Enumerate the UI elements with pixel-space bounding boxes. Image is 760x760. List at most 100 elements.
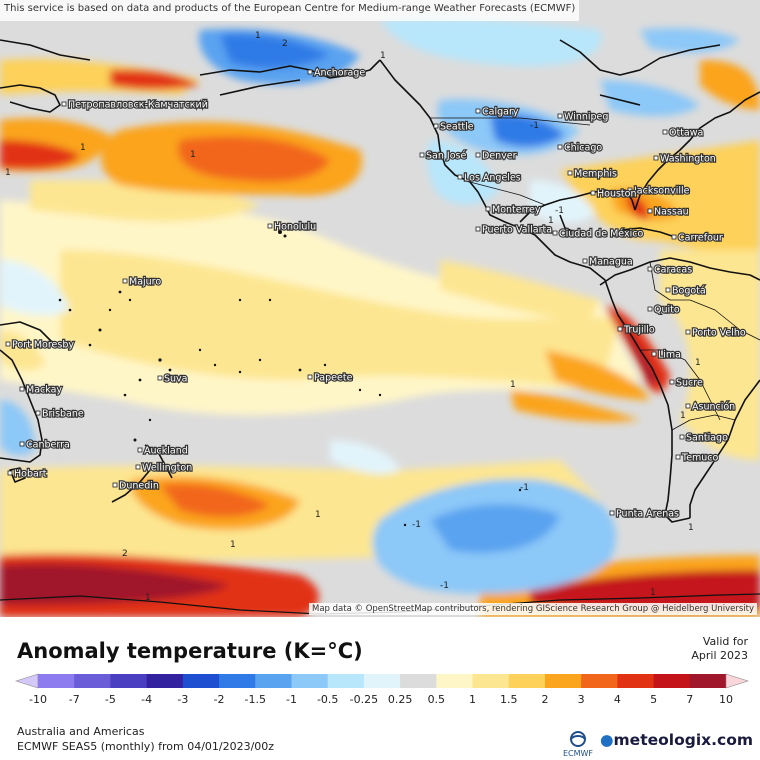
anomaly-map[interactable]: 1 1 1 2 1 1 1 1 1 1 -1 -1 -1 -1 1 1 1 1 … [0, 0, 760, 617]
anomaly-field [0, 0, 760, 617]
city-label: Monterrey [492, 205, 541, 216]
city-label-halo: Houston [597, 189, 636, 200]
legend-tick-label: 5 [650, 693, 657, 706]
legend-swatch [146, 674, 184, 688]
city-label-halo: Brisbane [42, 409, 84, 420]
city-label: Santiago [686, 433, 728, 444]
ecmwf-logo: ECMWF [563, 731, 593, 758]
city-label: Houston [597, 189, 636, 200]
city-label-halo: Managua [589, 257, 633, 268]
city-label: Puerto Vallarta [482, 225, 552, 236]
city-marker [627, 187, 633, 193]
city-marker [609, 510, 615, 516]
city-label: Calgary [482, 107, 519, 118]
legend-swatch [38, 674, 75, 688]
city-label: Петропавловск-Камчатский [68, 100, 208, 111]
city-label-halo: Majuro [129, 277, 161, 288]
city-label-halo: Dunedin [119, 481, 159, 492]
contour-label: 2 [282, 39, 288, 49]
city-label-halo: Washington [660, 154, 716, 165]
legend-swatch [472, 674, 510, 688]
city-label-halo: Asunción [692, 402, 735, 413]
legend-tick-label: -5 [105, 693, 116, 706]
city-label: Suva [164, 374, 188, 385]
city-marker [307, 69, 313, 75]
city-marker [557, 144, 563, 150]
contour-label: -1 [555, 206, 564, 216]
contour-label: 1 [695, 358, 701, 368]
contour-label: 1 [190, 150, 196, 160]
contour-label: 1 [145, 593, 151, 603]
city-label: Port Moresby [12, 340, 74, 351]
legend-tick-label: 1 [469, 693, 476, 706]
city-label: Hobart [14, 469, 47, 480]
ecmwf-attribution: This service is based on data and produc… [0, 0, 580, 21]
city-label-halo: Memphis [574, 169, 617, 180]
legend-swatch [581, 674, 618, 688]
city-marker [675, 454, 681, 460]
city-label-halo: Seattle [440, 122, 474, 133]
contour-labels: 1 1 1 2 1 1 1 1 1 1 -1 -1 -1 -1 1 1 1 1 … [5, 31, 701, 603]
legend-swatch [327, 674, 365, 688]
city-label-halo: Denver [482, 151, 517, 162]
city-marker [647, 208, 653, 214]
map-attribution[interactable]: Map data © OpenStreetMap contributors, r… [309, 603, 757, 615]
city-label: Bogotá [672, 286, 706, 297]
city-label: Memphis [574, 169, 617, 180]
city-label-halo: Lima [658, 350, 681, 361]
city-label-halo: Trujillo [623, 325, 655, 336]
city-marker [647, 306, 653, 312]
city-label-halo: Anchorage [314, 68, 365, 79]
legend-arrow-right [725, 673, 749, 689]
city-label: Washington [660, 154, 716, 165]
city-marker [5, 341, 11, 347]
city-marker [122, 278, 128, 284]
meteologix-logo[interactable]: ●meteologix.com [600, 731, 753, 749]
legend-tick-label: -3 [177, 693, 188, 706]
city-label-halo: Canberra [26, 440, 70, 451]
city-label: Mackay [26, 385, 62, 396]
legend-swatch [219, 674, 256, 688]
legend-swatch [436, 674, 474, 688]
legend-tick-label: 1.5 [500, 693, 518, 706]
city-marker [475, 108, 481, 114]
city-label: Wellington [142, 463, 192, 474]
city-label-halo: Honolulu [274, 222, 316, 233]
legend-tick-label: -1.5 [245, 693, 266, 706]
legend-swatch [74, 674, 111, 688]
globe-icon: ● [600, 731, 614, 749]
city-marker [567, 170, 573, 176]
city-label: Denver [482, 151, 517, 162]
city-marker [267, 223, 273, 229]
legend-swatch [689, 674, 727, 688]
contour-label: 1 [80, 143, 86, 153]
contour-label: 1 [680, 411, 686, 421]
city-label: Dunedin [119, 481, 159, 492]
city-marker [590, 190, 596, 196]
legend-swatch [400, 674, 437, 688]
region-label: Australia and Americas [17, 725, 145, 738]
valid-date: April 2023 [691, 649, 748, 662]
city-marker [137, 447, 143, 453]
city-label-halo: Chicago [564, 143, 602, 154]
legend-tick-label: 0.25 [388, 693, 413, 706]
legend-swatch [617, 674, 655, 688]
legend-tick-label: -1 [286, 693, 297, 706]
city-label: Honolulu [274, 222, 316, 233]
city-marker [671, 234, 677, 240]
city-label: Majuro [129, 277, 161, 288]
city-marker [457, 174, 463, 180]
